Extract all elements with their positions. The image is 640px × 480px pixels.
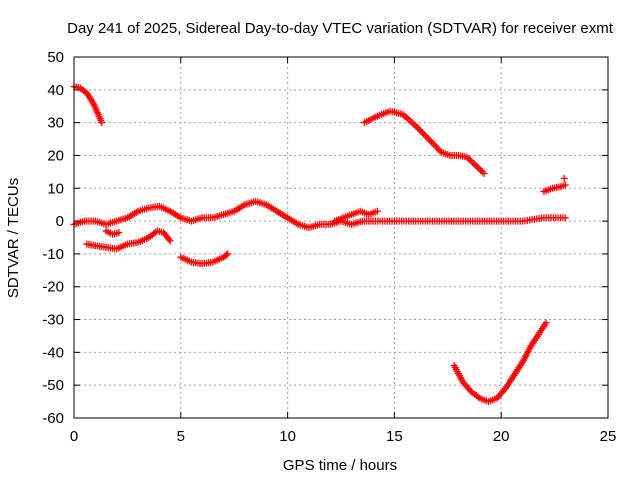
series-arc-trough-55 xyxy=(450,319,550,406)
data-point-marker xyxy=(417,127,425,135)
y-tick-label: -50 xyxy=(42,377,64,394)
tick-labels: 0 5 10 15 20 25 50 40 30 20 10 0 -10 -20 -30 -40 -50 -60 xyxy=(42,49,616,445)
y-tick-label: 50 xyxy=(47,49,64,66)
chart-title: Day 241 of 2025, Sidereal Day-to-day VTE… xyxy=(67,20,614,37)
data-point-marker xyxy=(429,140,437,148)
data-point-marker xyxy=(542,319,550,327)
y-tick-label: -10 xyxy=(42,246,64,263)
series-arc-minus-4 xyxy=(102,227,123,238)
data-point-marker xyxy=(500,386,508,394)
data-point-marker xyxy=(480,170,488,178)
y-tick-label: -40 xyxy=(42,344,64,361)
y-tick-label: -20 xyxy=(42,279,64,296)
y-tick-label: -60 xyxy=(42,410,64,427)
data-point-marker xyxy=(421,132,429,140)
x-tick-label: 20 xyxy=(493,428,510,445)
data-point-marker xyxy=(98,119,106,127)
data-point-marker xyxy=(165,235,173,243)
data-point-marker xyxy=(436,147,444,155)
x-tick-label: 0 xyxy=(70,428,78,445)
x-tick-label: 5 xyxy=(177,428,185,445)
series-arc-peak-33 xyxy=(360,107,488,178)
y-tick-label: 30 xyxy=(47,115,64,132)
data-point-marker xyxy=(415,125,423,133)
y-tick-label: 0 xyxy=(56,213,64,230)
data-point-marker xyxy=(431,142,439,150)
y-axis-title: SDTVAR / TECUs xyxy=(5,178,22,298)
data-point-marker xyxy=(373,207,381,215)
series-arc-minus-12 xyxy=(177,250,232,268)
data-point-marker xyxy=(418,128,426,136)
series-arc-minus-8 xyxy=(83,227,174,253)
data-point-marker xyxy=(115,229,123,237)
data-point-marker xyxy=(434,145,442,153)
x-tick-label: 15 xyxy=(386,428,403,445)
data-series xyxy=(70,83,569,406)
series-arc-end-10 xyxy=(540,181,569,196)
data-point-marker xyxy=(428,138,436,146)
data-point-marker xyxy=(426,137,434,145)
y-tick-label: 10 xyxy=(47,180,64,197)
x-tick-label: 25 xyxy=(600,428,617,445)
data-point-marker xyxy=(560,174,568,182)
x-axis-title: GPS time / hours xyxy=(283,457,397,474)
series-arc-near-zero-1 xyxy=(70,197,569,232)
grid-lines xyxy=(74,57,608,418)
series-arc-near-zero-2 xyxy=(331,207,381,225)
plot-border xyxy=(73,56,609,419)
series-arc-end-13 xyxy=(560,174,568,182)
data-point-marker xyxy=(425,135,433,143)
data-point-marker xyxy=(423,133,431,141)
data-point-marker xyxy=(420,130,428,138)
x-tick-label: 10 xyxy=(279,428,296,445)
data-point-marker xyxy=(561,181,569,189)
y-tick-label: 20 xyxy=(47,147,64,164)
data-point-marker xyxy=(433,143,441,151)
data-point-marker xyxy=(413,124,421,132)
y-tick-label: -30 xyxy=(42,312,64,329)
data-point-marker xyxy=(224,250,232,258)
data-point-marker xyxy=(412,122,420,130)
data-point-marker xyxy=(222,251,230,259)
data-point-marker xyxy=(561,214,569,222)
y-tick-label: 40 xyxy=(47,82,64,99)
data-point-marker xyxy=(166,237,174,245)
